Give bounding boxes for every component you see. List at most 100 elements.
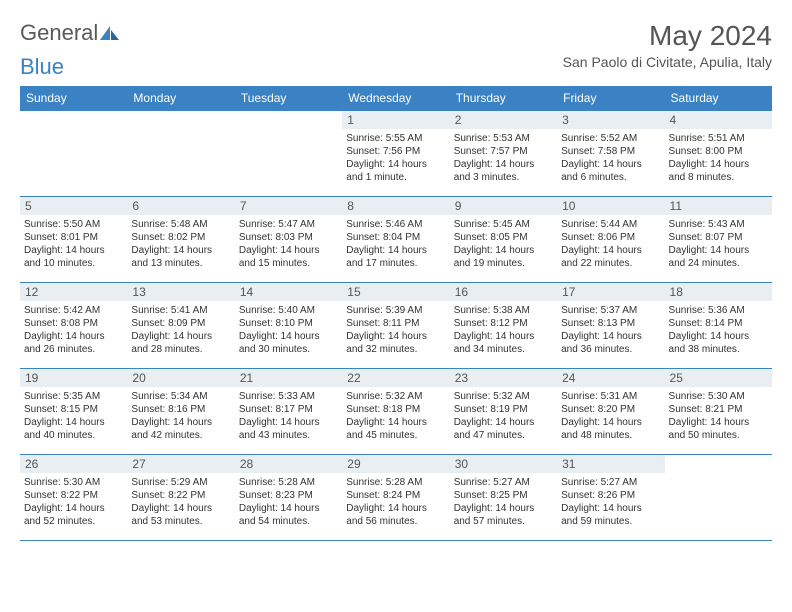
calendar-page: General May 2024 San Paolo di Civitate, … (0, 0, 792, 551)
day-details: Sunrise: 5:35 AMSunset: 8:15 PMDaylight:… (24, 390, 123, 442)
day-number: 2 (450, 111, 557, 129)
day-details: Sunrise: 5:40 AMSunset: 8:10 PMDaylight:… (239, 304, 338, 356)
calendar-day-cell: 26 Sunrise: 5:30 AMSunset: 8:22 PMDayligh… (20, 455, 127, 541)
day-number: 10 (557, 197, 664, 215)
calendar-week-row: 19 Sunrise: 5:35 AMSunset: 8:15 PMDayligh… (20, 369, 772, 455)
day-details: Sunrise: 5:41 AMSunset: 8:09 PMDaylight:… (131, 304, 230, 356)
day-number: 13 (127, 283, 234, 301)
calendar-day-cell: 24 Sunrise: 5:31 AMSunset: 8:20 PMDayligh… (557, 369, 664, 455)
day-details: Sunrise: 5:27 AMSunset: 8:26 PMDaylight:… (561, 476, 660, 528)
calendar-week-row: ...1Sunrise: 5:55 AMSunset: 7:56 PMDayli… (20, 111, 772, 197)
calendar-day-cell: 9 Sunrise: 5:45 AMSunset: 8:05 PMDaylight… (450, 197, 557, 283)
day-details: Sunrise: 5:44 AMSunset: 8:06 PMDaylight:… (561, 218, 660, 270)
day-details: Sunrise: 5:46 AMSunset: 8:04 PMDaylight:… (346, 218, 445, 270)
day-details: Sunrise: 5:32 AMSunset: 8:18 PMDaylight:… (346, 390, 445, 442)
calendar-empty-cell: . (20, 111, 127, 197)
weekday-header: Friday (557, 86, 664, 111)
day-number: 5 (20, 197, 127, 215)
calendar-day-cell: 17 Sunrise: 5:37 AMSunset: 8:13 PMDayligh… (557, 283, 664, 369)
day-details: Sunrise: 5:48 AMSunset: 8:02 PMDaylight:… (131, 218, 230, 270)
calendar-day-cell: 1Sunrise: 5:55 AMSunset: 7:56 PMDaylight… (342, 111, 449, 197)
day-number: 16 (450, 283, 557, 301)
day-details: Sunrise: 5:30 AMSunset: 8:21 PMDaylight:… (669, 390, 768, 442)
weekday-header: Sunday (20, 86, 127, 111)
day-number: 18 (665, 283, 772, 301)
calendar-day-cell: 6 Sunrise: 5:48 AMSunset: 8:02 PMDaylight… (127, 197, 234, 283)
calendar-day-cell: 4Sunrise: 5:51 AMSunset: 8:00 PMDaylight… (665, 111, 772, 197)
calendar-day-cell: 27 Sunrise: 5:29 AMSunset: 8:22 PMDayligh… (127, 455, 234, 541)
calendar-day-cell: 10 Sunrise: 5:44 AMSunset: 8:06 PMDayligh… (557, 197, 664, 283)
day-details: Sunrise: 5:28 AMSunset: 8:23 PMDaylight:… (239, 476, 338, 528)
weekday-header: Saturday (665, 86, 772, 111)
calendar-day-cell: 25 Sunrise: 5:30 AMSunset: 8:21 PMDayligh… (665, 369, 772, 455)
day-number: 27 (127, 455, 234, 473)
calendar-day-cell: 30Sunrise: 5:27 AMSunset: 8:25 PMDayligh… (450, 455, 557, 541)
day-details: Sunrise: 5:34 AMSunset: 8:16 PMDaylight:… (131, 390, 230, 442)
day-number: 12 (20, 283, 127, 301)
day-number: 11 (665, 197, 772, 215)
day-number: 24 (557, 369, 664, 387)
calendar-day-cell: 28 Sunrise: 5:28 AMSunset: 8:23 PMDayligh… (235, 455, 342, 541)
calendar-empty-cell: . (127, 111, 234, 197)
logo: General (20, 20, 122, 46)
day-details: Sunrise: 5:33 AMSunset: 8:17 PMDaylight:… (239, 390, 338, 442)
day-details: Sunrise: 5:29 AMSunset: 8:22 PMDaylight:… (131, 476, 230, 528)
day-details: Sunrise: 5:39 AMSunset: 8:11 PMDaylight:… (346, 304, 445, 356)
day-number: 7 (235, 197, 342, 215)
calendar-day-cell: 29 Sunrise: 5:28 AMSunset: 8:24 PMDayligh… (342, 455, 449, 541)
day-number: 31 (557, 455, 664, 473)
day-details: Sunrise: 5:30 AMSunset: 8:22 PMDaylight:… (24, 476, 123, 528)
calendar-day-cell: 5 Sunrise: 5:50 AMSunset: 8:01 PMDaylight… (20, 197, 127, 283)
day-number: 8 (342, 197, 449, 215)
day-number: 28 (235, 455, 342, 473)
day-details: Sunrise: 5:53 AMSunset: 7:57 PMDaylight:… (454, 132, 553, 184)
day-number: 25 (665, 369, 772, 387)
day-details: Sunrise: 5:52 AMSunset: 7:58 PMDaylight:… (561, 132, 660, 184)
day-details: Sunrise: 5:42 AMSunset: 8:08 PMDaylight:… (24, 304, 123, 356)
day-number: 23 (450, 369, 557, 387)
sail-icon (100, 24, 122, 40)
month-title: May 2024 (563, 20, 772, 52)
calendar-day-cell: 12 Sunrise: 5:42 AMSunset: 8:08 PMDayligh… (20, 283, 127, 369)
weekday-header: Thursday (450, 86, 557, 111)
calendar-day-cell: 20 Sunrise: 5:34 AMSunset: 8:16 PMDayligh… (127, 369, 234, 455)
logo-text-1: General (20, 20, 98, 46)
day-details: Sunrise: 5:43 AMSunset: 8:07 PMDaylight:… (669, 218, 768, 270)
calendar-day-cell: 21Sunrise: 5:33 AMSunset: 8:17 PMDayligh… (235, 369, 342, 455)
day-details: Sunrise: 5:55 AMSunset: 7:56 PMDaylight:… (346, 132, 445, 184)
day-number: 17 (557, 283, 664, 301)
calendar-day-cell: 13 Sunrise: 5:41 AMSunset: 8:09 PMDayligh… (127, 283, 234, 369)
day-number: 29 (342, 455, 449, 473)
day-number: 22 (342, 369, 449, 387)
day-details: Sunrise: 5:50 AMSunset: 8:01 PMDaylight:… (24, 218, 123, 270)
day-details: Sunrise: 5:36 AMSunset: 8:14 PMDaylight:… (669, 304, 768, 356)
calendar-day-cell: 8 Sunrise: 5:46 AMSunset: 8:04 PMDaylight… (342, 197, 449, 283)
weekday-header: Tuesday (235, 86, 342, 111)
calendar-day-cell: 11 Sunrise: 5:43 AMSunset: 8:07 PMDayligh… (665, 197, 772, 283)
calendar-day-cell: 2 Sunrise: 5:53 AMSunset: 7:57 PMDaylight… (450, 111, 557, 197)
weekday-header-row: SundayMondayTuesdayWednesdayThursdayFrid… (20, 86, 772, 111)
day-number: 4 (665, 111, 772, 129)
day-details: Sunrise: 5:37 AMSunset: 8:13 PMDaylight:… (561, 304, 660, 356)
day-details: Sunrise: 5:32 AMSunset: 8:19 PMDaylight:… (454, 390, 553, 442)
day-number: 9 (450, 197, 557, 215)
day-number: 26 (20, 455, 127, 473)
day-details: Sunrise: 5:28 AMSunset: 8:24 PMDaylight:… (346, 476, 445, 528)
location: San Paolo di Civitate, Apulia, Italy (563, 54, 772, 70)
day-number: 6 (127, 197, 234, 215)
calendar-day-cell: 15Sunrise: 5:39 AMSunset: 8:11 PMDayligh… (342, 283, 449, 369)
day-details: Sunrise: 5:31 AMSunset: 8:20 PMDaylight:… (561, 390, 660, 442)
day-number: 3 (557, 111, 664, 129)
day-number: 19 (20, 369, 127, 387)
calendar-day-cell: 16Sunrise: 5:38 AMSunset: 8:12 PMDayligh… (450, 283, 557, 369)
calendar-table: SundayMondayTuesdayWednesdayThursdayFrid… (20, 86, 772, 541)
day-details: Sunrise: 5:27 AMSunset: 8:25 PMDaylight:… (454, 476, 553, 528)
calendar-empty-cell: . (665, 455, 772, 541)
calendar-day-cell: 3 Sunrise: 5:52 AMSunset: 7:58 PMDaylight… (557, 111, 664, 197)
day-details: Sunrise: 5:45 AMSunset: 8:05 PMDaylight:… (454, 218, 553, 270)
day-number: 20 (127, 369, 234, 387)
calendar-day-cell: 19 Sunrise: 5:35 AMSunset: 8:15 PMDayligh… (20, 369, 127, 455)
calendar-week-row: 12 Sunrise: 5:42 AMSunset: 8:08 PMDayligh… (20, 283, 772, 369)
logo-text-2: Blue (20, 54, 64, 80)
weekday-header: Wednesday (342, 86, 449, 111)
